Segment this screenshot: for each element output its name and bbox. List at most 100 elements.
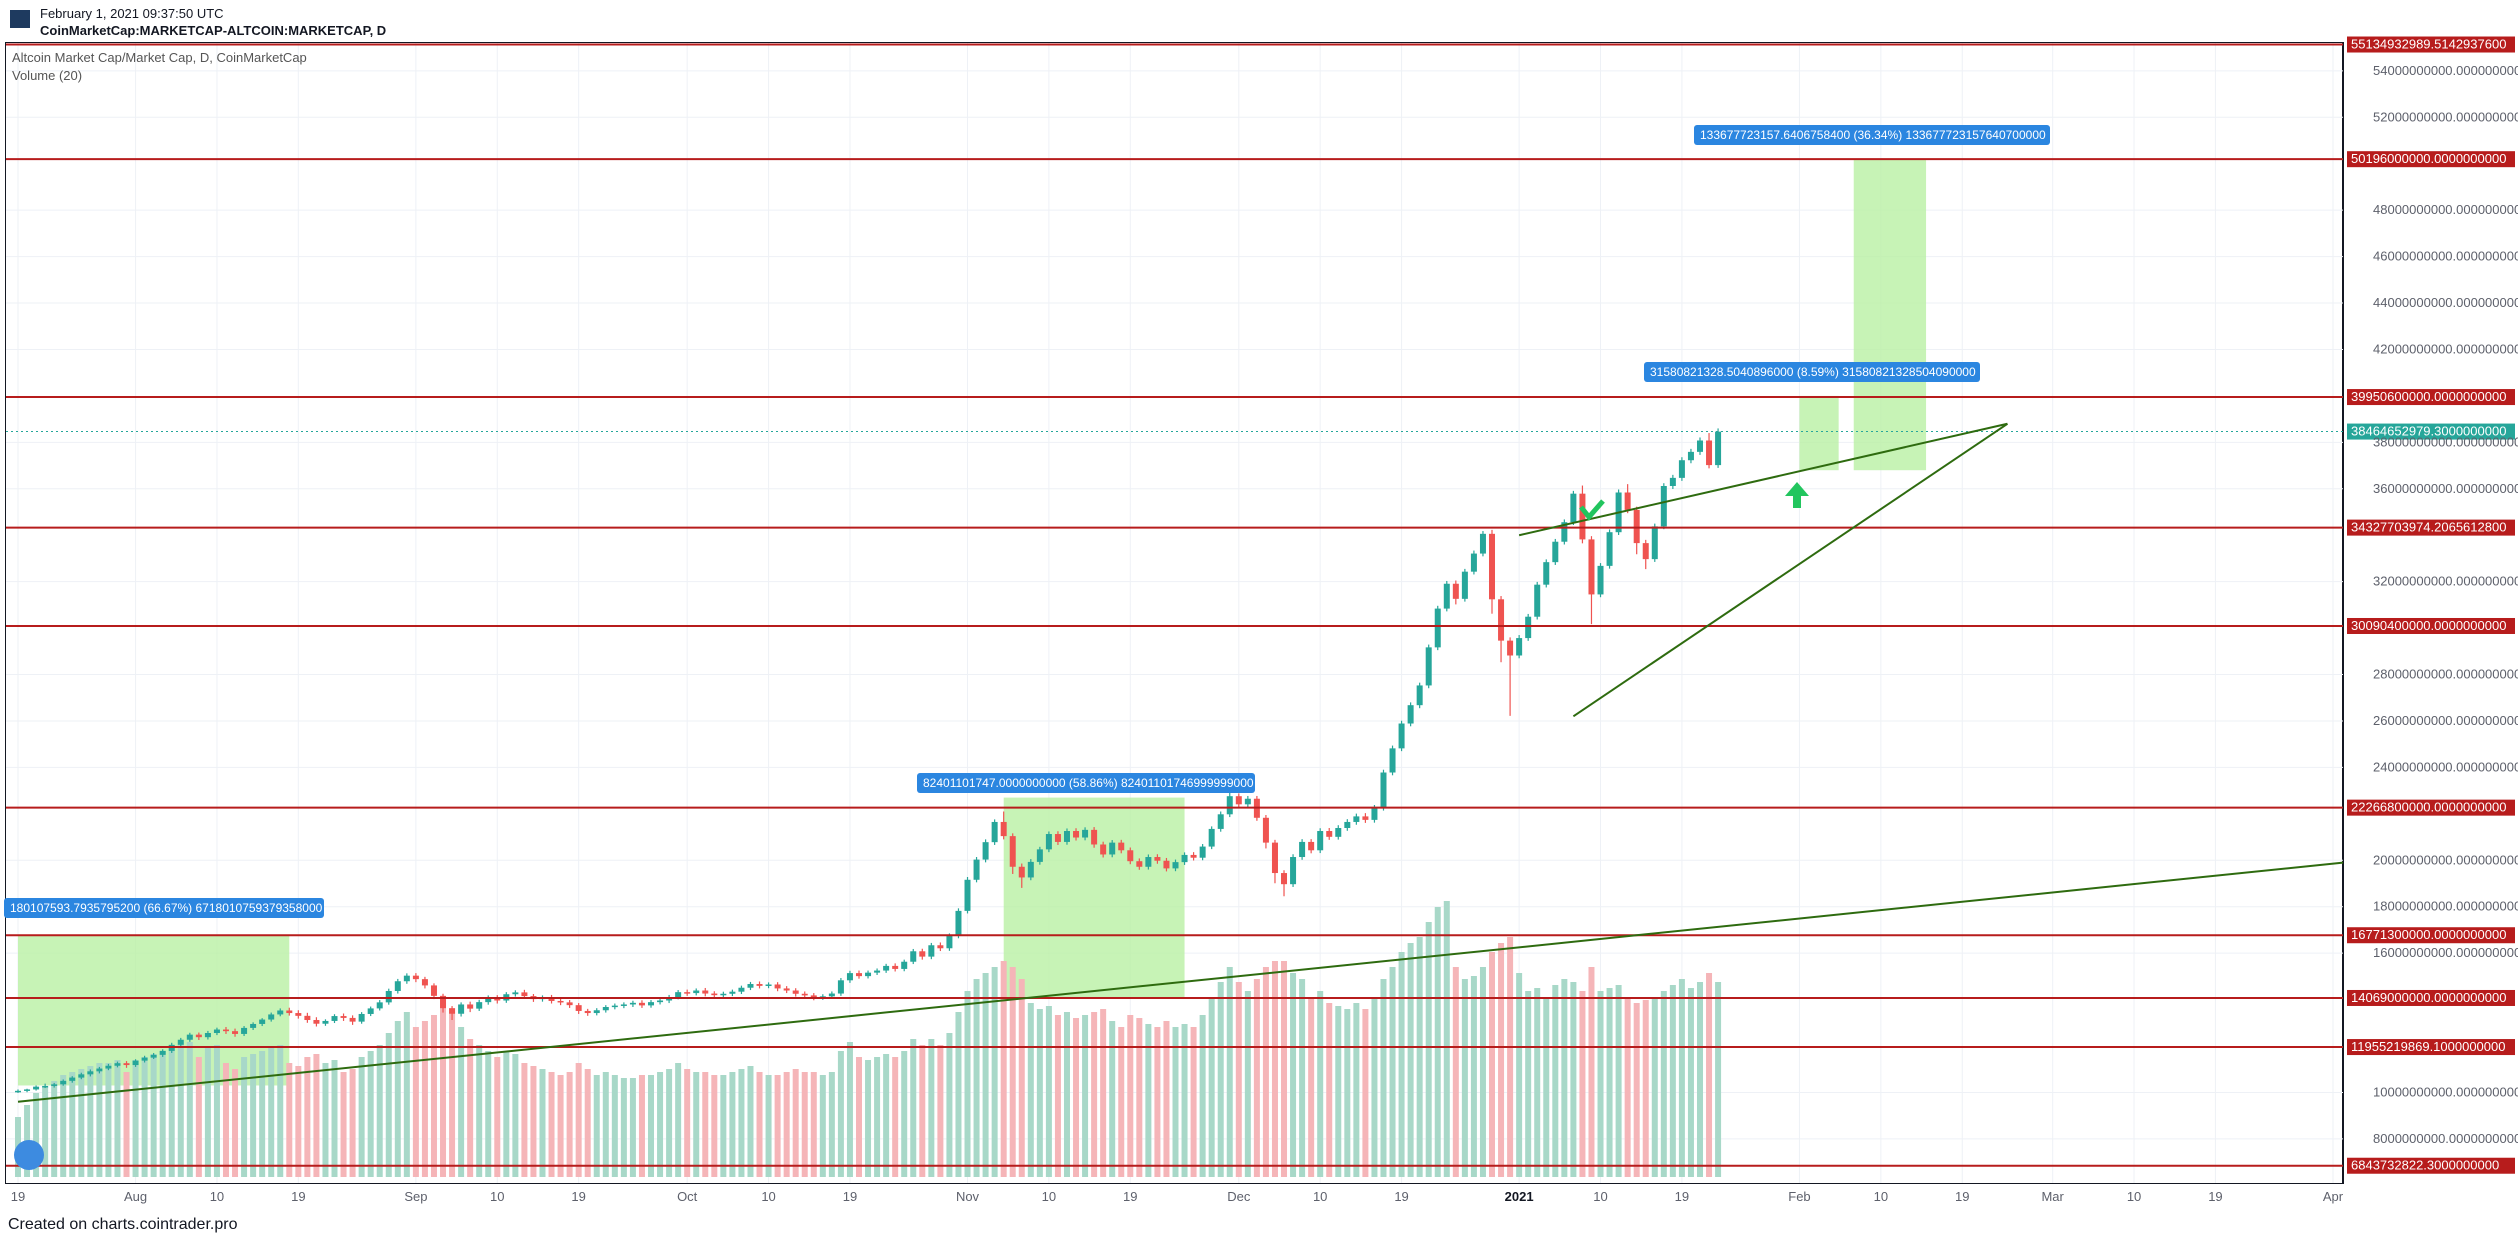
volume-bar — [385, 1033, 392, 1177]
snapshot-date: February 1, 2021 09:37:50 UTC — [40, 6, 224, 21]
time-tick-label: Nov — [956, 1189, 980, 1204]
chart-pane[interactable] — [5, 42, 2343, 1184]
level-tag-label: 50196000000.0000000000 — [2351, 151, 2506, 166]
volume-bar — [539, 1069, 546, 1177]
volume-bar — [955, 1012, 962, 1177]
volume-bar — [114, 1060, 121, 1177]
candle-body — [1642, 543, 1649, 560]
candle-body — [1091, 829, 1098, 845]
trend-line — [1518, 422, 2008, 537]
candle-body — [232, 1031, 239, 1034]
candle-body — [1498, 599, 1505, 641]
candle-body — [810, 995, 817, 998]
candle-body — [1163, 860, 1170, 869]
candle-body — [1326, 831, 1333, 837]
candle-body — [114, 1063, 121, 1066]
candle-body — [241, 1027, 248, 1034]
candle-body — [403, 975, 410, 982]
candle-body — [874, 970, 881, 973]
arrow-up-icon — [1785, 482, 1809, 508]
price-tick-label: 48000000000.0000000000 — [2373, 202, 2518, 217]
volume-bar — [819, 1075, 826, 1177]
volume-bar — [430, 1015, 437, 1177]
measure-label: 180107593.7935795200 (66.67%) 6718010759… — [10, 901, 323, 915]
candle-body — [1290, 857, 1297, 885]
volume-bar — [1371, 997, 1378, 1177]
volume-bar — [1389, 967, 1396, 1177]
volume-bar — [150, 1054, 157, 1177]
candle-body — [557, 1000, 564, 1003]
candle-body — [268, 1014, 275, 1020]
level-tag-label: 16771300000.0000000000 — [2351, 927, 2506, 942]
candle-body — [783, 988, 790, 991]
candle-body — [15, 1090, 21, 1093]
measure-label: 82401101747.0000000000 (58.86%) 82401101… — [923, 776, 1254, 790]
volume-bar — [1344, 1009, 1351, 1177]
candle-body — [1588, 539, 1595, 595]
candle-body — [1244, 798, 1251, 805]
candle-body — [421, 979, 428, 986]
time-tick-label: 19 — [291, 1189, 305, 1204]
volume-bar — [1425, 922, 1432, 1177]
volume-bar — [1452, 967, 1459, 1177]
symbol-label: CoinMarketCap:MARKETCAP-ALTCOIN:MARKETCA… — [40, 23, 387, 38]
price-axis-divider — [2343, 42, 2344, 1184]
price-axis: 54000000000.0000000000 52000000000.000000… — [2373, 63, 2518, 1146]
volume-bar — [1091, 1012, 1098, 1177]
volume-bars — [15, 901, 1722, 1177]
time-tick-label: 2021 — [1505, 1189, 1534, 1204]
volume-bar — [367, 1051, 374, 1177]
candle-body — [340, 1016, 347, 1018]
candle-body — [982, 842, 989, 860]
volume-bar — [1082, 1015, 1089, 1177]
time-tick-label: Aug — [124, 1189, 147, 1204]
candle-body — [1000, 821, 1007, 837]
candle-body — [449, 1008, 456, 1014]
price-tick-label: 28000000000.0000000000 — [2373, 667, 2518, 682]
volume-bar — [883, 1054, 890, 1177]
time-tick-label: 19 — [1675, 1189, 1689, 1204]
level-tag — [2347, 519, 2515, 536]
volume-bar — [512, 1054, 519, 1177]
price-tick-label: 16000000000.0000000000 — [2373, 945, 2518, 960]
candle-body — [376, 1002, 383, 1009]
volume-bar — [1552, 985, 1559, 1177]
candle-body — [1281, 873, 1288, 885]
volume-bar — [1253, 979, 1260, 1177]
grid — [6, 43, 2343, 1183]
candle-body — [1651, 526, 1658, 560]
volume-bar — [1100, 1009, 1107, 1177]
volume-bar — [87, 1066, 94, 1177]
candle-body — [322, 1020, 329, 1024]
price-tick-label: 42000000000.0000000000 — [2373, 341, 2518, 356]
candle-body — [60, 1080, 67, 1085]
volume-bar — [756, 1072, 763, 1177]
candle-body — [910, 951, 917, 962]
candle-body — [512, 992, 519, 995]
candle-body — [33, 1086, 40, 1090]
time-axis: 19 Aug 10 19 Sep 10 19 Oct 10 19 Nov 10 19 Dec 10 19 202… — [11, 1189, 2344, 1204]
candle-body — [747, 984, 754, 988]
volume-bar — [1489, 952, 1496, 1177]
candle-body — [973, 859, 980, 880]
candle-body — [675, 992, 682, 998]
volume-bar — [1036, 1009, 1043, 1177]
time-tick-label: 10 — [1313, 1189, 1327, 1204]
volume-bar — [1561, 979, 1568, 1177]
volume-bar — [1624, 997, 1631, 1177]
candle-body — [494, 997, 501, 1001]
volume-bar — [503, 1051, 510, 1177]
volume-bar — [268, 1048, 275, 1177]
volume-bar — [648, 1075, 655, 1177]
time-tick-label: Dec — [1227, 1189, 1251, 1204]
candle-body — [1425, 647, 1432, 686]
volume-bar — [168, 1048, 175, 1177]
volume-bar — [376, 1045, 383, 1177]
candle-body — [1154, 857, 1161, 861]
tradingview-logo-icon — [10, 10, 30, 28]
volume-bar — [69, 1072, 76, 1177]
candle-body — [611, 1005, 618, 1008]
candle-body — [1398, 723, 1405, 749]
volume-bar — [213, 1045, 220, 1177]
